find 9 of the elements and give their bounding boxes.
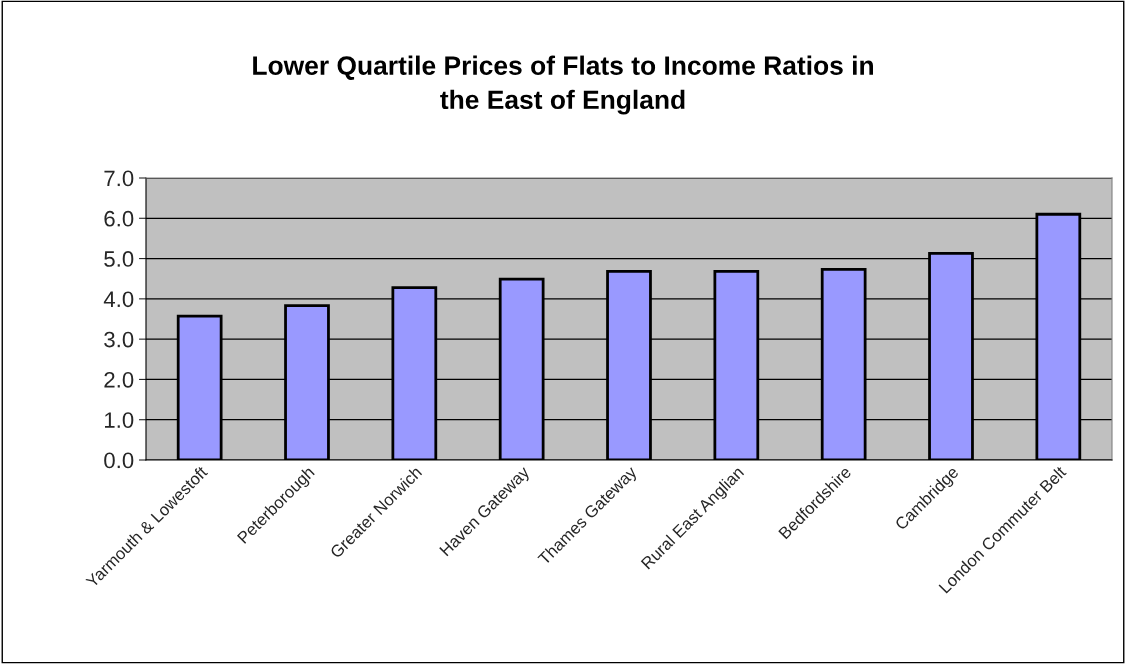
y-tick-label: 1.0	[105, 412, 134, 428]
y-tick-label: 7.0	[104, 170, 134, 187]
y-tick-label: 2.0	[104, 371, 134, 388]
y-tick-label: 3.0	[104, 331, 134, 348]
chart-title: Lower Quartile Prices of Flats to Income Ratios in the East of England	[253, 55, 873, 115]
y-tick-label: 6.0	[104, 210, 134, 227]
y-tick-label: 0.0	[104, 452, 134, 469]
y-tick-label: 5.0	[104, 251, 134, 267]
y-tick-label: 4.0	[103, 291, 134, 308]
